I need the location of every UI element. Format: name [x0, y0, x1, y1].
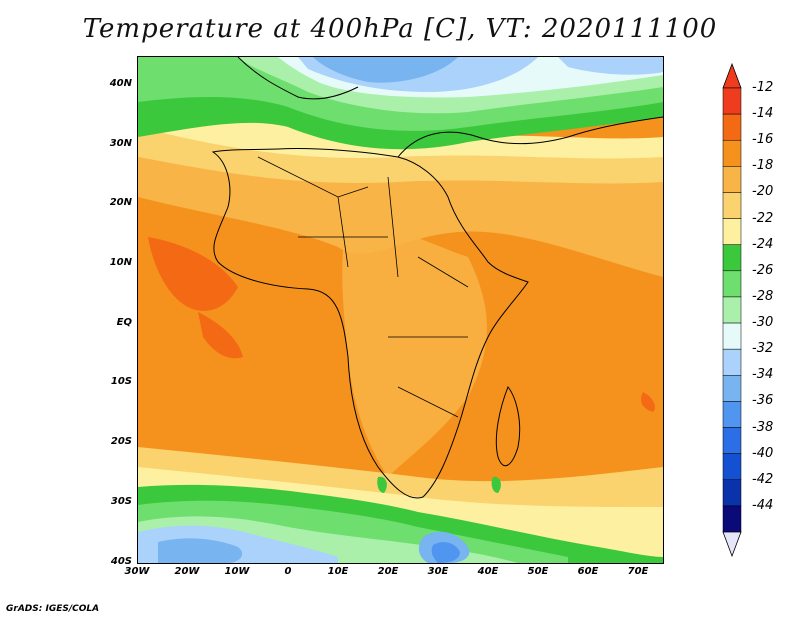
colorbar-swatch: [722, 401, 742, 428]
colorbar-swatch: [722, 453, 742, 481]
colorbar-label: -22: [752, 210, 774, 226]
colorbar-label: -42: [752, 471, 774, 487]
colorbar-swatch: [722, 427, 742, 454]
colorbar-label: -40: [752, 445, 774, 461]
colorbar-label: -18: [752, 158, 774, 174]
lat-label: EQ: [116, 317, 132, 328]
colorbar-swatch: [722, 296, 742, 324]
lat-label: 40N: [109, 78, 132, 89]
colorbar-label: -32: [752, 341, 774, 357]
colorbar-label: -16: [752, 132, 774, 148]
lat-label: 40S: [110, 556, 132, 567]
chart-title: Temperature at 400hPa [C], VT: 202011110…: [82, 14, 718, 44]
colorbar-swatch: [722, 87, 742, 115]
colorbar-swatch: [722, 375, 742, 402]
colorbar-over-arrow: [722, 62, 742, 89]
colorbar-label: -20: [752, 184, 774, 200]
lon-label: 20E: [377, 566, 399, 577]
colorbar-under-arrow: [722, 531, 742, 558]
lat-label: 30N: [109, 138, 132, 149]
lon-label: 70E: [627, 566, 649, 577]
colorbar-swatch: [722, 505, 742, 533]
colorbar-swatch: [722, 270, 742, 298]
lon-label: 60E: [577, 566, 599, 577]
temperature-map: [137, 56, 664, 564]
colorbar-swatch: [722, 322, 742, 350]
colorbar-label: -12: [752, 80, 774, 95]
colorbar: [722, 62, 742, 558]
credit-text: GrADS: IGES/COLA: [6, 604, 100, 614]
lat-label: 10S: [110, 376, 132, 387]
colorbar-swatch: [722, 218, 742, 245]
lat-label: 20N: [109, 197, 132, 208]
colorbar-label: -26: [752, 262, 774, 278]
colorbar-swatch: [722, 139, 742, 167]
colorbar-label: -14: [752, 106, 774, 122]
colorbar-swatch: [722, 166, 742, 193]
lon-label: 10E: [327, 566, 349, 577]
colorbar-label: -34: [752, 367, 774, 383]
colorbar-label: -28: [752, 288, 774, 304]
colorbar-label: -24: [752, 236, 774, 252]
colorbar-label: -30: [752, 315, 774, 331]
lon-label: 30E: [427, 566, 449, 577]
colorbar-label: -38: [752, 419, 774, 435]
lat-label: 20S: [110, 436, 132, 447]
lon-label: 0: [284, 566, 292, 577]
lat-label: 10N: [109, 257, 132, 268]
colorbar-label: -44: [752, 497, 774, 513]
colorbar-label: -36: [752, 393, 774, 409]
lon-label: 20W: [174, 566, 200, 577]
colorbar-swatch: [722, 479, 742, 507]
temperature-field: [138, 57, 663, 563]
colorbar-swatch: [722, 192, 742, 219]
colorbar-swatch: [722, 113, 742, 141]
lon-label: 40E: [477, 566, 499, 577]
lon-label: 30W: [124, 566, 150, 577]
lat-label: 30S: [110, 496, 132, 507]
colorbar-swatch: [722, 348, 742, 376]
lon-label: 10W: [224, 566, 250, 577]
lon-label: 50E: [527, 566, 549, 577]
colorbar-swatch: [722, 244, 742, 272]
